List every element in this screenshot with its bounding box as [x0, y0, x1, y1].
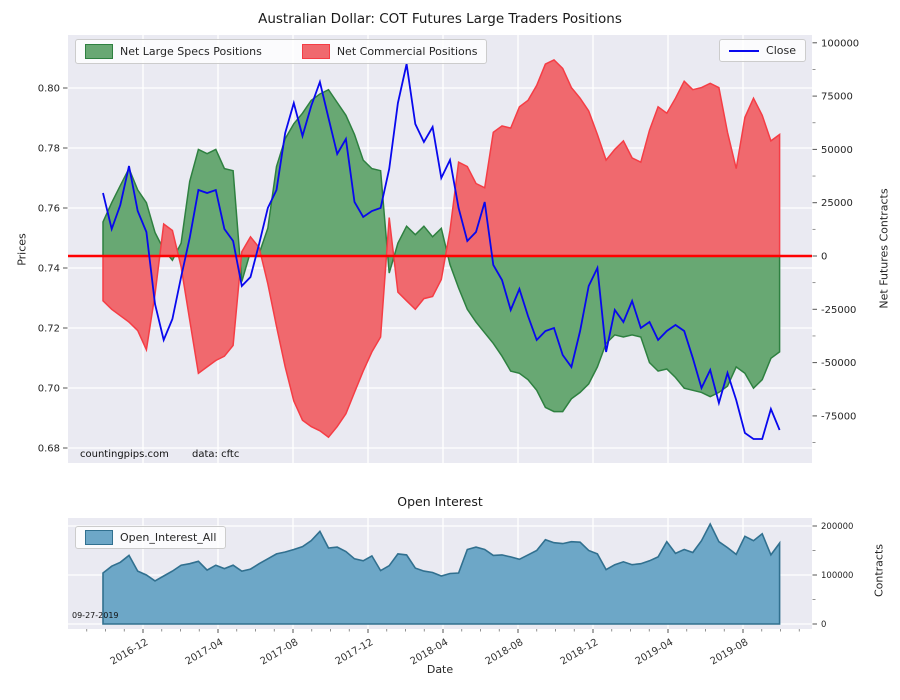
price-tick-label: 0.78 — [38, 144, 60, 155]
contracts-tick-label: -50000 — [821, 358, 856, 369]
price-tick-label: 0.76 — [38, 204, 60, 215]
oi-chart-title: Open Interest — [397, 494, 483, 509]
legend-entry-commercials: Net Commercial Positions — [301, 44, 478, 59]
source-annotation: countingpips.com — [80, 449, 169, 460]
contracts-tick-label: 100000 — [821, 38, 859, 49]
oi-tick-label: 200000 — [821, 522, 853, 532]
legend-label-specs: Net Large Specs Positions — [120, 45, 262, 58]
oi-tick-label: 0 — [821, 620, 826, 630]
price-tick-label: 0.74 — [38, 264, 60, 275]
contracts-tick-label: -25000 — [821, 305, 856, 316]
commercials-swatch-icon — [301, 44, 330, 59]
legend-entry-oi: Open_Interest_All — [85, 530, 216, 545]
contracts-tick-label: 0 — [821, 252, 827, 263]
x-axis-title: Date — [426, 663, 454, 676]
oi-tick-label: 100000 — [821, 571, 853, 581]
price-tick-label: 0.70 — [38, 384, 60, 395]
contracts-tick-label: 25000 — [821, 198, 853, 209]
price-tick-label: 0.72 — [38, 324, 60, 335]
legend-entry-close: Close — [729, 44, 796, 57]
close-legend: Close — [719, 39, 806, 62]
contracts-tick-label: 75000 — [821, 92, 853, 103]
close-line-swatch-icon — [729, 49, 760, 52]
main-chart-title: Australian Dollar: COT Futures Large Tra… — [258, 11, 622, 27]
price-tick-label: 0.80 — [38, 84, 60, 95]
contracts-tick-label: -75000 — [821, 411, 856, 422]
legend-label-close: Close — [766, 44, 796, 57]
oi-swatch-icon — [85, 530, 113, 545]
oi-legend: Open_Interest_All — [75, 526, 227, 549]
contracts-tick-label: 50000 — [821, 145, 853, 156]
legend-entry-specs: Net Large Specs Positions — [85, 44, 262, 59]
oi-axis-title: Contracts — [872, 543, 886, 598]
legend-label-commercials: Net Commercial Positions — [336, 45, 478, 58]
report-date-annotation: 09-27-2019 — [72, 611, 119, 620]
legend-label-oi: Open_Interest_All — [120, 531, 217, 544]
price-tick-label: 0.68 — [38, 444, 60, 455]
right-axis-title: Net Futures Contracts — [877, 188, 891, 309]
top-legend: Net Large Specs Positions Net Commercial… — [75, 39, 488, 64]
data-source-annotation: data: cftc — [192, 449, 240, 460]
specs-swatch-icon — [85, 44, 113, 59]
close-price-line — [102, 63, 781, 440]
left-axis-title: Prices — [15, 233, 29, 266]
open-interest-area — [102, 522, 781, 625]
